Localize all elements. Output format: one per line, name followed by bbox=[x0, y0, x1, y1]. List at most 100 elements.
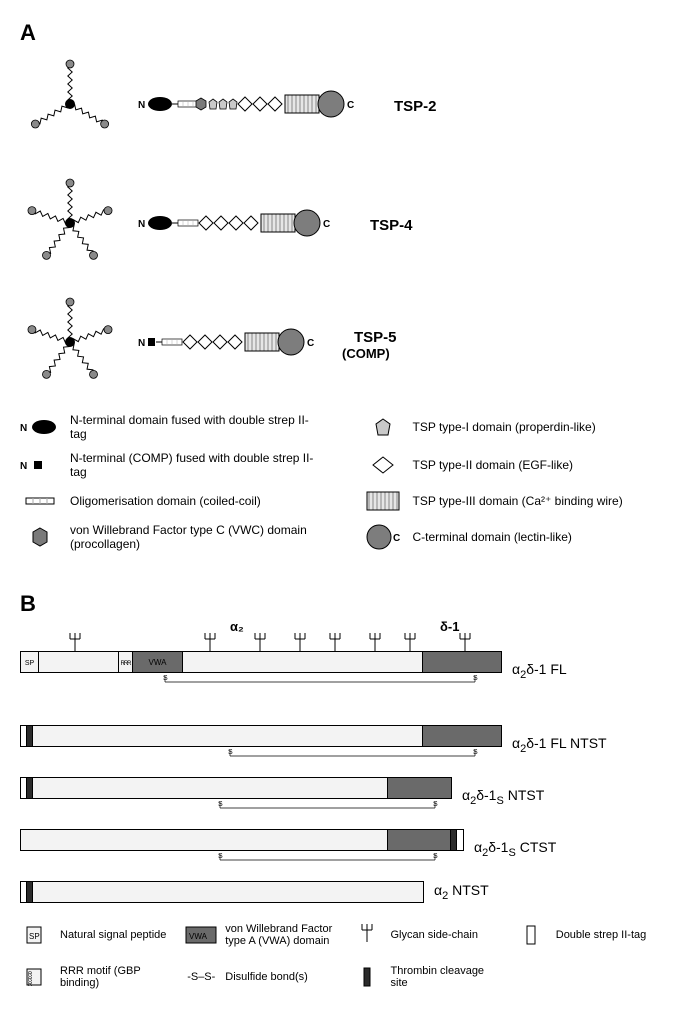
construct-bar bbox=[20, 725, 502, 747]
delta1-label: δ-1 bbox=[440, 619, 459, 634]
alpha2-label: α₂ bbox=[230, 619, 244, 634]
svg-text:N: N bbox=[138, 338, 145, 349]
construct-row: SS α2δ-1 FL NTST bbox=[20, 725, 665, 765]
svg-text:S: S bbox=[473, 749, 478, 756]
legend-label: TSP type-II domain (EGF-like) bbox=[413, 458, 574, 472]
disulfide-line: SS bbox=[20, 799, 450, 817]
legend-icon bbox=[516, 924, 548, 946]
construct-row: α2 NTST bbox=[20, 881, 665, 903]
legend-label: TSP type-I domain (properdin-like) bbox=[413, 420, 596, 434]
svg-text:C: C bbox=[323, 219, 330, 230]
tsp-row: NC TSP-4 bbox=[20, 173, 665, 278]
svg-text:S: S bbox=[473, 675, 478, 682]
legend-item: RRR RRR motif (GBP binding) bbox=[20, 965, 169, 989]
legend-label: RRR motif (GBP binding) bbox=[60, 965, 169, 989]
oligomer-icon bbox=[20, 292, 120, 397]
legend-label: N-terminal (COMP) fused with double stre… bbox=[70, 451, 323, 479]
construct-bar: SPRRRVWA bbox=[20, 651, 502, 673]
tsp-name: TSP-4 bbox=[358, 217, 413, 234]
legend-item: TSP type-III domain (Ca²⁺ binding wire) bbox=[363, 489, 666, 513]
legend-icon: C bbox=[363, 523, 403, 551]
legend-item: Oligomerisation domain (coiled-coil) bbox=[20, 489, 323, 513]
legend-label: Natural signal peptide bbox=[60, 929, 166, 941]
legend-item: VWA von Willebrand Factor type A (VWA) do… bbox=[185, 923, 334, 947]
legend-item: -S–S- Disulfide bond(s) bbox=[185, 965, 334, 989]
legend-item: von Willebrand Factor type C (VWC) domai… bbox=[20, 523, 323, 551]
oligomer-icon bbox=[20, 173, 120, 278]
svg-text:N: N bbox=[20, 461, 27, 472]
legend-label: N-terminal domain fused with double stre… bbox=[70, 413, 323, 441]
construct-row: SS α2δ-1S CTST bbox=[20, 829, 665, 869]
legend-item: TSP type-I domain (properdin-like) bbox=[363, 413, 666, 441]
legend-item: Glycan side-chain bbox=[351, 923, 500, 947]
tsp-name: TSP-2 bbox=[382, 98, 437, 115]
svg-text:S: S bbox=[433, 801, 438, 808]
panel-b-label: B bbox=[20, 591, 665, 617]
svg-text:S: S bbox=[163, 675, 168, 682]
construct-label: α2δ-1 FL NTST bbox=[512, 735, 607, 755]
disulfide-line: SS bbox=[20, 673, 500, 691]
legend-icon bbox=[351, 924, 383, 946]
svg-text:N: N bbox=[20, 423, 27, 434]
svg-text:VWA: VWA bbox=[189, 932, 208, 941]
legend-label: Glycan side-chain bbox=[391, 929, 478, 941]
legend-label: Thrombin cleavage site bbox=[391, 965, 500, 989]
disulfide-line: SS bbox=[20, 851, 462, 869]
tsp-name: TSP-5 (COMP) bbox=[342, 329, 397, 361]
disulfide-line: SS bbox=[20, 747, 500, 765]
construct-bar bbox=[20, 881, 424, 903]
legend-icon: -S–S- bbox=[185, 971, 217, 983]
linear-domain-icon: NC bbox=[138, 203, 340, 248]
panel-b-legend: SP Natural signal peptide VWA von Willebran… bbox=[20, 923, 665, 989]
tsp-row: NC TSP-2 bbox=[20, 54, 665, 159]
legend-icon: RRR bbox=[20, 967, 52, 987]
panel-a-label: A bbox=[20, 20, 665, 46]
legend-item: N N-terminal domain fused with double str… bbox=[20, 413, 323, 441]
legend-label: von Willebrand Factor type A (VWA) domai… bbox=[225, 923, 334, 947]
legend-icon: N bbox=[20, 417, 60, 437]
tsp-row: NC TSP-5 (COMP) bbox=[20, 292, 665, 397]
svg-text:C: C bbox=[393, 533, 400, 544]
legend-icon bbox=[20, 525, 60, 549]
legend-label: C-terminal domain (lectin-like) bbox=[413, 530, 572, 544]
construct-bar bbox=[20, 777, 452, 799]
legend-item: SP Natural signal peptide bbox=[20, 923, 169, 947]
legend-label: von Willebrand Factor type C (VWC) domai… bbox=[70, 523, 323, 551]
legend-icon: N bbox=[20, 455, 60, 475]
legend-icon bbox=[363, 453, 403, 477]
construct-row: SS α2δ-1S NTST bbox=[20, 777, 665, 817]
panel-b-constructs: α₂ δ-1 SPRRRVWA SS α2δ-1 FL SS α2δ-1 FL … bbox=[20, 651, 665, 903]
panel-a-legend: N N-terminal domain fused with double str… bbox=[20, 413, 665, 551]
svg-text:R: R bbox=[28, 982, 33, 987]
svg-text:S: S bbox=[228, 749, 233, 756]
svg-text:S: S bbox=[218, 853, 223, 860]
construct-row: α₂ δ-1 SPRRRVWA SS α2δ-1 FL bbox=[20, 651, 665, 691]
construct-bar bbox=[20, 829, 464, 851]
svg-text:N: N bbox=[138, 100, 145, 111]
legend-label: Disulfide bond(s) bbox=[225, 971, 308, 983]
legend-item: N N-terminal (COMP) fused with double str… bbox=[20, 451, 323, 479]
svg-text:S: S bbox=[433, 853, 438, 860]
svg-text:C: C bbox=[347, 100, 354, 111]
svg-text:SP: SP bbox=[29, 932, 40, 941]
linear-domain-icon: NC bbox=[138, 322, 324, 367]
legend-item: Double strep II-tag bbox=[516, 923, 665, 947]
construct-label: α2δ-1 FL bbox=[512, 661, 567, 681]
construct-label: α2 NTST bbox=[434, 882, 489, 902]
svg-text:S: S bbox=[218, 801, 223, 808]
svg-text:C: C bbox=[307, 338, 314, 349]
legend-item: TSP type-II domain (EGF-like) bbox=[363, 451, 666, 479]
legend-label: Double strep II-tag bbox=[556, 929, 647, 941]
glycan-row bbox=[20, 633, 500, 651]
oligomer-icon bbox=[20, 54, 120, 159]
legend-icon bbox=[363, 489, 403, 513]
legend-label: TSP type-III domain (Ca²⁺ binding wire) bbox=[413, 494, 623, 508]
linear-domain-icon: NC bbox=[138, 84, 364, 129]
legend-icon bbox=[351, 966, 383, 988]
legend-icon: VWA bbox=[185, 925, 217, 945]
legend-icon: SP bbox=[20, 925, 52, 945]
legend-label: Oligomerisation domain (coiled-coil) bbox=[70, 494, 261, 508]
legend-icon bbox=[363, 415, 403, 439]
legend-item: C C-terminal domain (lectin-like) bbox=[363, 523, 666, 551]
panel-a-proteins: NC TSP-2 NC TSP-4 NC TSP-5 (COMP) bbox=[20, 54, 665, 397]
